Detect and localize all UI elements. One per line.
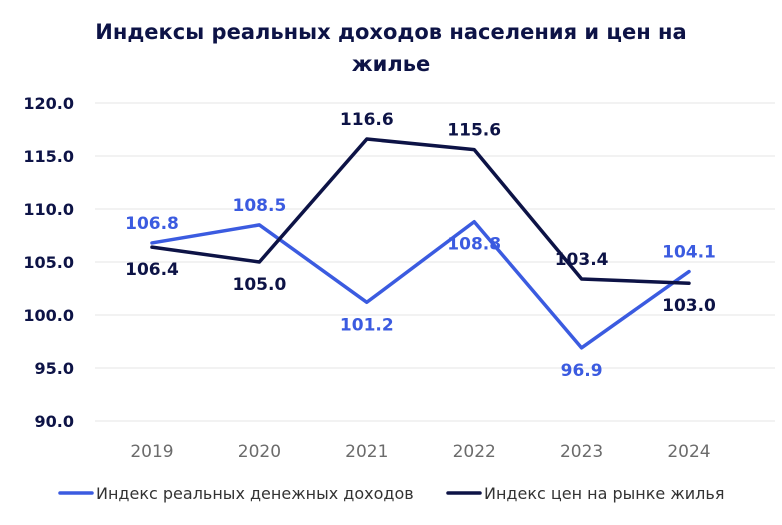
data-label: 106.4 — [125, 260, 179, 280]
y-axis-tick-labels: 90.0 95.0 100.0 105.0 110.0 115.0 120.0 — [23, 94, 74, 431]
x-tick-label: 2022 — [453, 442, 496, 462]
data-label: 104.1 — [662, 243, 716, 263]
x-tick-label: 2021 — [345, 442, 388, 462]
chart-title: Индексы реальных доходов населения и цен… — [0, 16, 782, 80]
y-tick-label: 105.0 — [23, 253, 74, 272]
data-label: 96.9 — [561, 361, 603, 381]
y-tick-label: 110.0 — [23, 200, 74, 219]
x-tick-label: 2020 — [238, 442, 281, 462]
series-line-0 — [150, 219, 691, 350]
data-label: 106.8 — [125, 214, 179, 234]
legend-label: Индекс реальных денежных доходов — [96, 484, 414, 503]
x-axis-tick-labels: 2019 2020 2021 2022 2023 2024 — [130, 442, 710, 462]
data-label: 103.4 — [555, 250, 609, 270]
y-tick-label: 115.0 — [23, 147, 74, 166]
y-tick-label: 90.0 — [35, 412, 74, 431]
data-labels: 106.8 108.5 101.2 108.8 96.9 104.1 106.4 105.0 1… — [125, 110, 716, 381]
data-label: 103.0 — [662, 296, 716, 316]
data-label: 116.6 — [340, 110, 394, 130]
data-label: 101.2 — [340, 315, 394, 335]
data-label: 105.0 — [233, 275, 287, 295]
x-tick-label: 2019 — [130, 442, 173, 462]
data-label: 115.6 — [447, 121, 501, 141]
series-lines — [150, 137, 691, 350]
chart-title-line-1: Индексы реальных доходов населения и цен… — [95, 20, 687, 44]
y-tick-label: 120.0 — [23, 94, 74, 113]
grid-lines — [95, 102, 775, 422]
y-tick-label: 100.0 — [23, 306, 74, 325]
y-tick-label: 95.0 — [35, 359, 74, 378]
data-label: 108.5 — [233, 196, 287, 216]
x-tick-label: 2024 — [667, 442, 710, 462]
data-label: 108.8 — [447, 235, 501, 255]
series-line-1 — [150, 137, 691, 285]
legend-label: Индекс цен на рынке жилья — [484, 484, 724, 503]
x-tick-label: 2023 — [560, 442, 603, 462]
chart-title-line-2: жилье — [351, 52, 431, 76]
legend: Индекс реальных денежных доходов Индекс ц… — [58, 484, 724, 503]
